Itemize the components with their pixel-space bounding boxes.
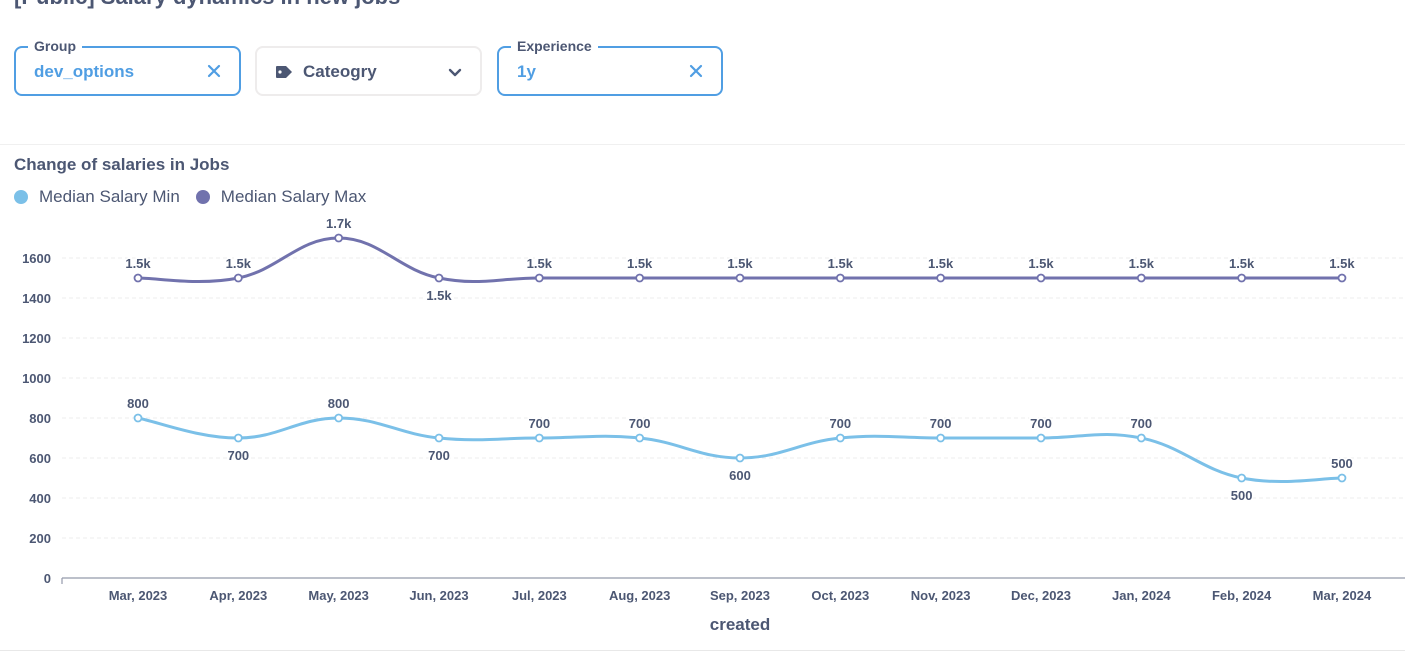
data-label: 1.5k xyxy=(627,256,653,271)
line-chart: 0 200 400 600 800 1000 1200 1400 1600 Mar, 2023 Ap… xyxy=(22,215,1405,634)
data-point xyxy=(233,273,243,283)
x-tick-label: Mar, 2024 xyxy=(1313,588,1372,603)
data-label: 1.5k xyxy=(125,256,151,271)
data-point xyxy=(434,273,444,283)
x-tick-label: Feb, 2024 xyxy=(1212,588,1272,603)
y-tick-label: 1000 xyxy=(22,371,51,386)
group-filter-value: dev_options xyxy=(34,62,135,81)
data-label: 500 xyxy=(1231,488,1253,503)
x-tick-label: Mar, 2023 xyxy=(109,588,168,603)
x-tick-label: Apr, 2023 xyxy=(209,588,267,603)
data-point xyxy=(534,433,544,443)
data-point xyxy=(1136,433,1146,443)
x-tick-label: Oct, 2023 xyxy=(811,588,869,603)
y-tick-label: 1200 xyxy=(22,331,51,346)
data-label: 700 xyxy=(629,416,651,431)
category-filter[interactable]: Cateogry xyxy=(255,46,482,96)
x-axis-title: created xyxy=(710,615,770,634)
data-point xyxy=(835,273,845,283)
x-tick-label: May, 2023 xyxy=(308,588,368,603)
x-tick-label: Jan, 2024 xyxy=(1112,588,1171,603)
data-point xyxy=(534,273,544,283)
data-label: 1.5k xyxy=(1028,256,1054,271)
card-title: Change of salaries in Jobs xyxy=(14,155,230,174)
experience-filter-value: 1y xyxy=(517,62,536,81)
data-point xyxy=(133,413,143,423)
y-tick-label: 400 xyxy=(29,491,51,506)
legend-label-min: Median Salary Min xyxy=(39,187,180,206)
close-icon[interactable] xyxy=(205,62,223,80)
data-label: 1.5k xyxy=(928,256,954,271)
group-filter-label: Group xyxy=(28,38,82,54)
y-tick-label: 0 xyxy=(44,571,51,586)
data-point xyxy=(1036,273,1046,283)
data-label: 800 xyxy=(328,396,350,411)
y-tick-label: 1600 xyxy=(22,251,51,266)
chevron-down-icon xyxy=(448,68,462,77)
data-label: 600 xyxy=(729,468,751,483)
data-point xyxy=(635,433,645,443)
data-point xyxy=(334,413,344,423)
x-tick-label: Jun, 2023 xyxy=(409,588,468,603)
x-tick-label: Nov, 2023 xyxy=(911,588,971,603)
x-tick-label: Sep, 2023 xyxy=(710,588,770,603)
x-tick-label: Aug, 2023 xyxy=(609,588,670,603)
y-tick-label: 1400 xyxy=(22,291,51,306)
data-label: 1.5k xyxy=(226,256,252,271)
data-label: 1.7k xyxy=(326,216,352,231)
data-label: 700 xyxy=(528,416,550,431)
data-point xyxy=(936,273,946,283)
data-label: 1.5k xyxy=(1129,256,1155,271)
data-point xyxy=(1237,473,1247,483)
close-icon[interactable] xyxy=(687,62,705,80)
data-label: 700 xyxy=(829,416,851,431)
data-point xyxy=(936,433,946,443)
legend-dot-max xyxy=(195,190,210,204)
data-label: 1.5k xyxy=(527,256,553,271)
page-title: [Public] Salary dynamics in new jobs xyxy=(14,0,400,10)
data-point xyxy=(735,273,745,283)
data-label: 700 xyxy=(1130,416,1152,431)
data-point xyxy=(434,433,444,443)
x-tick-label: Dec, 2023 xyxy=(1011,588,1071,603)
x-tick-label: Jul, 2023 xyxy=(512,588,567,603)
data-label: 700 xyxy=(1030,416,1052,431)
data-label: 1.5k xyxy=(426,288,452,303)
legend-label-max: Median Salary Max xyxy=(220,187,367,206)
data-label: 1.5k xyxy=(1329,256,1355,271)
chart-card: Change of salaries in Jobs Median Salary… xyxy=(0,144,1405,651)
experience-filter-label: Experience xyxy=(511,38,598,54)
data-label: 700 xyxy=(930,416,952,431)
category-filter-placeholder: Cateogry xyxy=(303,62,377,81)
data-label: 700 xyxy=(428,448,450,463)
data-point xyxy=(1237,273,1247,283)
data-point xyxy=(334,233,344,243)
y-tick-label: 200 xyxy=(29,531,51,546)
legend-dot-min xyxy=(14,190,28,204)
data-label: 1.5k xyxy=(1229,256,1255,271)
chart-legend: Median Salary Min Median Salary Max xyxy=(14,187,382,207)
data-label: 800 xyxy=(127,396,149,411)
data-point xyxy=(1337,473,1347,483)
data-point xyxy=(233,433,243,443)
data-point xyxy=(133,273,143,283)
y-tick-label: 800 xyxy=(29,411,51,426)
data-label: 1.5k xyxy=(828,256,854,271)
data-point xyxy=(1036,433,1046,443)
group-filter[interactable]: Group dev_options xyxy=(14,38,241,96)
experience-filter[interactable]: Experience 1y xyxy=(497,38,723,96)
legend-item-min[interactable]: Median Salary Min xyxy=(14,187,180,207)
data-point xyxy=(1136,273,1146,283)
data-label: 1.5k xyxy=(727,256,753,271)
data-point xyxy=(1337,273,1347,283)
y-tick-label: 600 xyxy=(29,451,51,466)
tag-icon xyxy=(276,66,292,78)
data-label: 700 xyxy=(227,448,249,463)
data-label: 500 xyxy=(1331,456,1353,471)
data-point xyxy=(735,453,745,463)
legend-item-max[interactable]: Median Salary Max xyxy=(195,187,367,207)
data-point xyxy=(635,273,645,283)
data-point xyxy=(835,433,845,443)
